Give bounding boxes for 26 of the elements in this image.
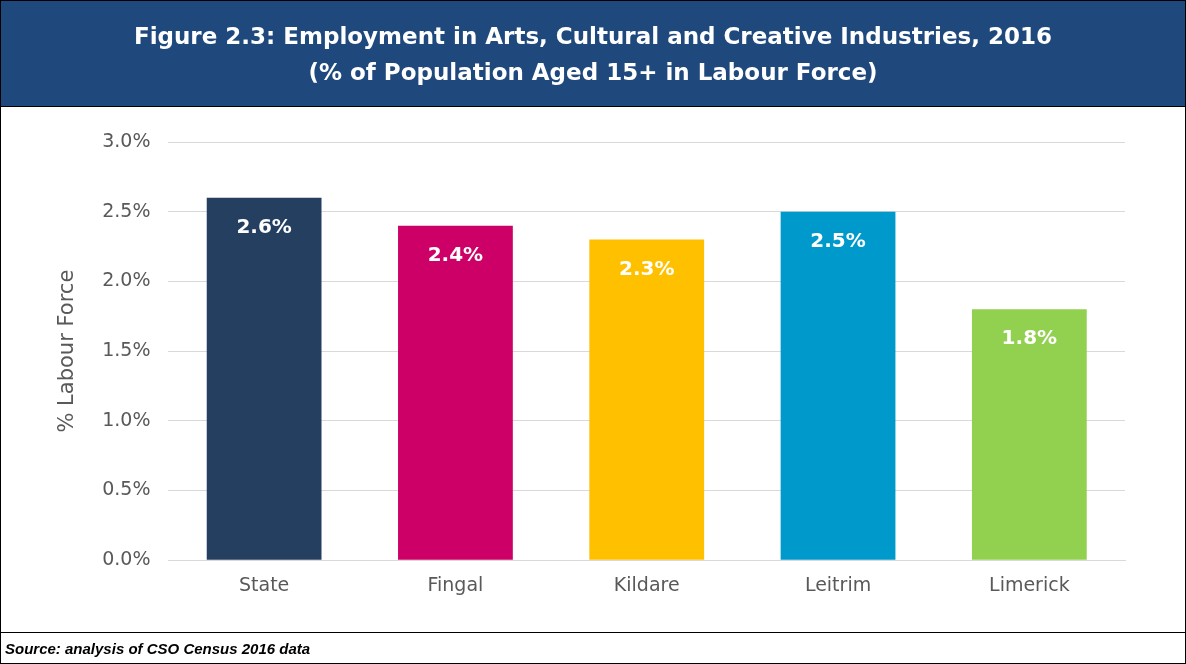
bar bbox=[206, 197, 322, 560]
y-tick-label: 0.0% bbox=[102, 547, 151, 570]
bar bbox=[398, 225, 513, 560]
bar bbox=[971, 309, 1087, 560]
chart-subtitle: (% of Population Aged 15+ in Labour Force) bbox=[307, 58, 879, 87]
y-axis-title: % Labour Force bbox=[54, 269, 79, 433]
data-label: 1.8% bbox=[1001, 325, 1058, 350]
data-label: 2.6% bbox=[236, 213, 292, 238]
y-tick-label: 0.5% bbox=[102, 477, 151, 500]
x-tick-label: Limerick bbox=[989, 572, 1070, 595]
data-label: 2.5% bbox=[810, 227, 866, 252]
x-tick-label: Kildare bbox=[613, 572, 680, 595]
y-tick-label: 2.5% bbox=[102, 198, 151, 221]
y-tick-label: 1.5% bbox=[102, 338, 151, 361]
data-label: 2.4% bbox=[427, 241, 484, 266]
source-note: Source: analysis of CSO Census 2016 data bbox=[1, 632, 1185, 663]
y-tick-label: 2.0% bbox=[102, 268, 151, 291]
x-tick-label: State bbox=[238, 572, 290, 595]
chart-title: Figure 2.3: Employment in Arts, Cultural and Creative Industries, 2016 bbox=[132, 22, 1054, 51]
y-tick-label: 1.0% bbox=[102, 407, 151, 430]
y-tick-label: 3.0% bbox=[102, 128, 151, 151]
x-tick-label: Leitrim bbox=[804, 572, 872, 595]
bar bbox=[589, 239, 705, 560]
x-tick-label: Fingal bbox=[427, 572, 484, 595]
data-label: 2.3% bbox=[619, 255, 675, 280]
bar bbox=[780, 211, 896, 560]
